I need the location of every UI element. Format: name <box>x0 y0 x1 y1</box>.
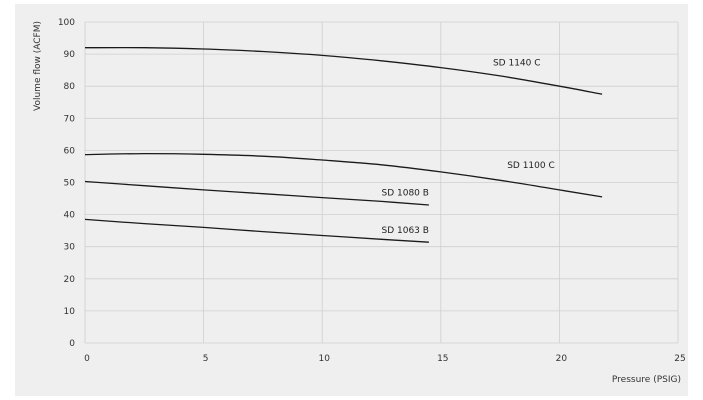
series-line-sd-1063-b <box>84 218 429 243</box>
x-tick-label: 20 <box>556 354 568 364</box>
y-tick-label: 30 <box>64 243 76 253</box>
y-tick-label: 40 <box>64 211 76 221</box>
y-tick-label: 70 <box>64 114 76 124</box>
series-label-sd-1100-c: SD 1100 C <box>507 161 555 171</box>
x-tick-label: 10 <box>318 354 330 364</box>
series-line-sd-1140-c <box>84 46 603 95</box>
grid-lines <box>84 21 679 344</box>
series-line-sd-1080-b <box>84 180 429 206</box>
series-lines <box>84 46 603 243</box>
y-axis-ticks: 0 10 20 30 40 50 60 70 80 90 100 <box>58 18 75 349</box>
y-tick-label: 50 <box>64 179 76 189</box>
y-tick-label: 60 <box>64 146 76 156</box>
y-tick-label: 90 <box>64 50 76 60</box>
series-label-sd-1080-b: SD 1080 B <box>382 188 429 198</box>
series-labels: SD 1140 C SD 1100 C SD 1080 B SD 1063 B <box>382 58 555 236</box>
x-tick-label: 15 <box>437 354 448 364</box>
x-axis-label: Pressure (PSIG) <box>612 375 681 385</box>
x-tick-label: 5 <box>203 354 209 364</box>
y-tick-label: 80 <box>64 82 76 92</box>
y-axis-label: Volume flow (ACFM) <box>33 21 43 111</box>
y-tick-label: 100 <box>58 18 75 28</box>
series-label-sd-1063-b: SD 1063 B <box>382 226 429 236</box>
x-tick-label: 0 <box>84 354 90 364</box>
y-tick-label: 0 <box>69 339 75 349</box>
x-tick-label: 25 <box>674 354 685 364</box>
y-tick-label: 20 <box>64 275 76 285</box>
series-label-sd-1140-c: SD 1140 C <box>493 58 541 68</box>
y-tick-label: 10 <box>64 307 76 317</box>
x-axis-ticks: 0 5 10 15 20 25 <box>84 354 686 364</box>
series-line-sd-1100-c <box>84 152 603 198</box>
